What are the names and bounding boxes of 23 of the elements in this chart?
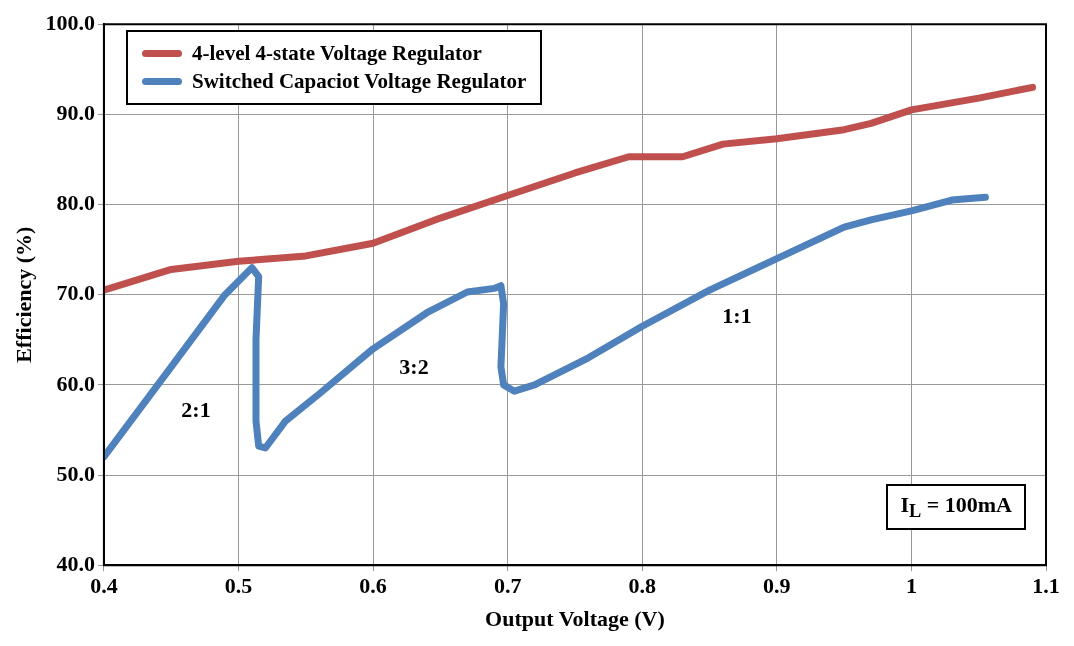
annotation: I$_{L}$ = 100mA [886, 483, 1026, 530]
y-tick-label: 50.0 [56, 460, 95, 486]
y-tick-label: 70.0 [56, 280, 95, 306]
x-tick-label: 0.4 [90, 573, 118, 599]
x-tick-label: 0.8 [628, 573, 656, 599]
y-tick-label: 100.0 [45, 9, 95, 35]
y-tick-label: 90.0 [56, 100, 95, 126]
x-tick-label: 1 [905, 573, 917, 599]
y-tick-label: 80.0 [56, 190, 95, 216]
x-axis-title: Output Voltage (V) [485, 606, 665, 632]
annotation: 2:1 [181, 397, 211, 423]
x-tick-label: 0.7 [493, 573, 522, 599]
legend-label: 4-level 4-state Voltage Regulator [192, 41, 482, 66]
y-axis-title: Efficiency (%) [10, 226, 36, 363]
legend-label: Switched Capaciot Voltage Regulator [192, 69, 527, 94]
y-tick-label: 60.0 [56, 370, 95, 396]
y-tick-label: 40.0 [56, 550, 95, 576]
x-tick-label: 1.1 [1032, 573, 1060, 599]
x-tick-label: 0.5 [224, 573, 253, 599]
x-tick-label: 0.9 [763, 573, 791, 599]
x-tick-label: 0.6 [359, 573, 387, 599]
annotation: 3:2 [399, 354, 429, 380]
annotation: 1:1 [722, 303, 752, 329]
